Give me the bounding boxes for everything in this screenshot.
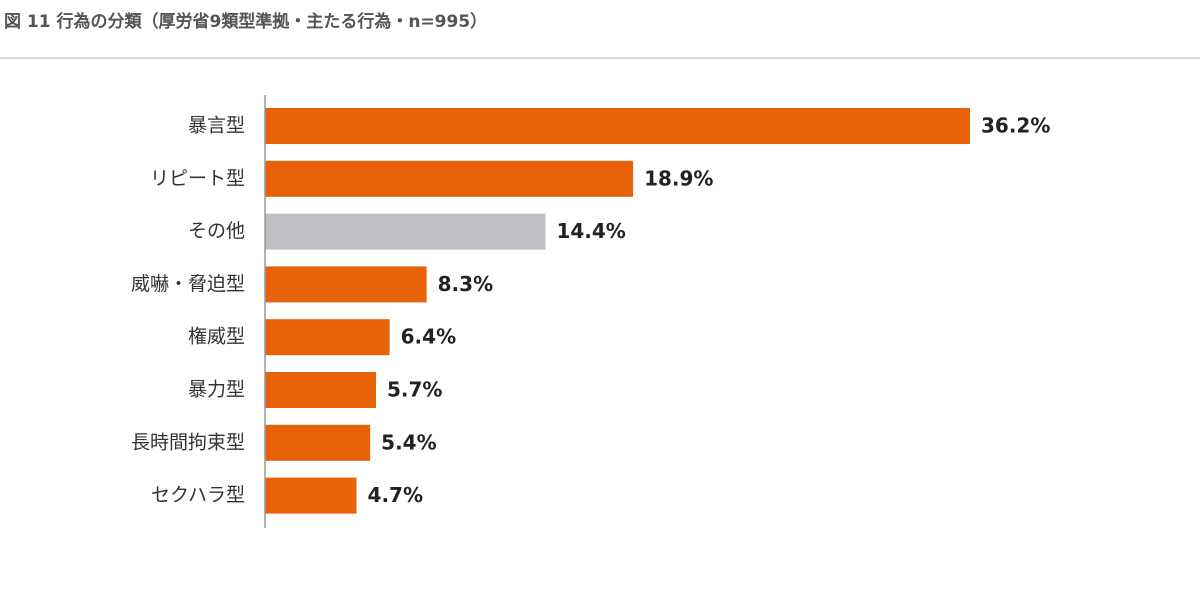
value-label: 4.7% (368, 483, 423, 507)
value-label: 18.9% (644, 166, 713, 190)
value-label: 6.4% (401, 325, 456, 349)
bar (265, 108, 970, 144)
bar (265, 213, 546, 250)
bar (265, 477, 357, 514)
category-label: セクハラ型 (151, 484, 245, 506)
category-label: 威嚇・脅迫型 (131, 273, 245, 295)
value-label: 8.3% (438, 272, 493, 296)
bar (265, 160, 634, 197)
category-label: 長時間拘束型 (131, 431, 245, 453)
value-label: 5.7% (387, 378, 442, 402)
chart-title: 図 11 行為の分類（厚労省9類型準拠・主たる行為・n=995） (4, 11, 487, 32)
value-label: 36.2% (981, 114, 1050, 138)
category-label: その他 (188, 220, 245, 242)
value-label: 5.4% (381, 430, 436, 454)
category-label: 暴言型 (188, 115, 245, 137)
bar (265, 266, 427, 303)
value-label: 14.4% (556, 219, 625, 243)
category-label: 権威型 (188, 326, 245, 348)
bar (265, 424, 371, 461)
category-label: リピート型 (150, 167, 245, 189)
bar (265, 319, 390, 356)
category-label: 暴力型 (188, 379, 245, 401)
bar (265, 372, 377, 408)
